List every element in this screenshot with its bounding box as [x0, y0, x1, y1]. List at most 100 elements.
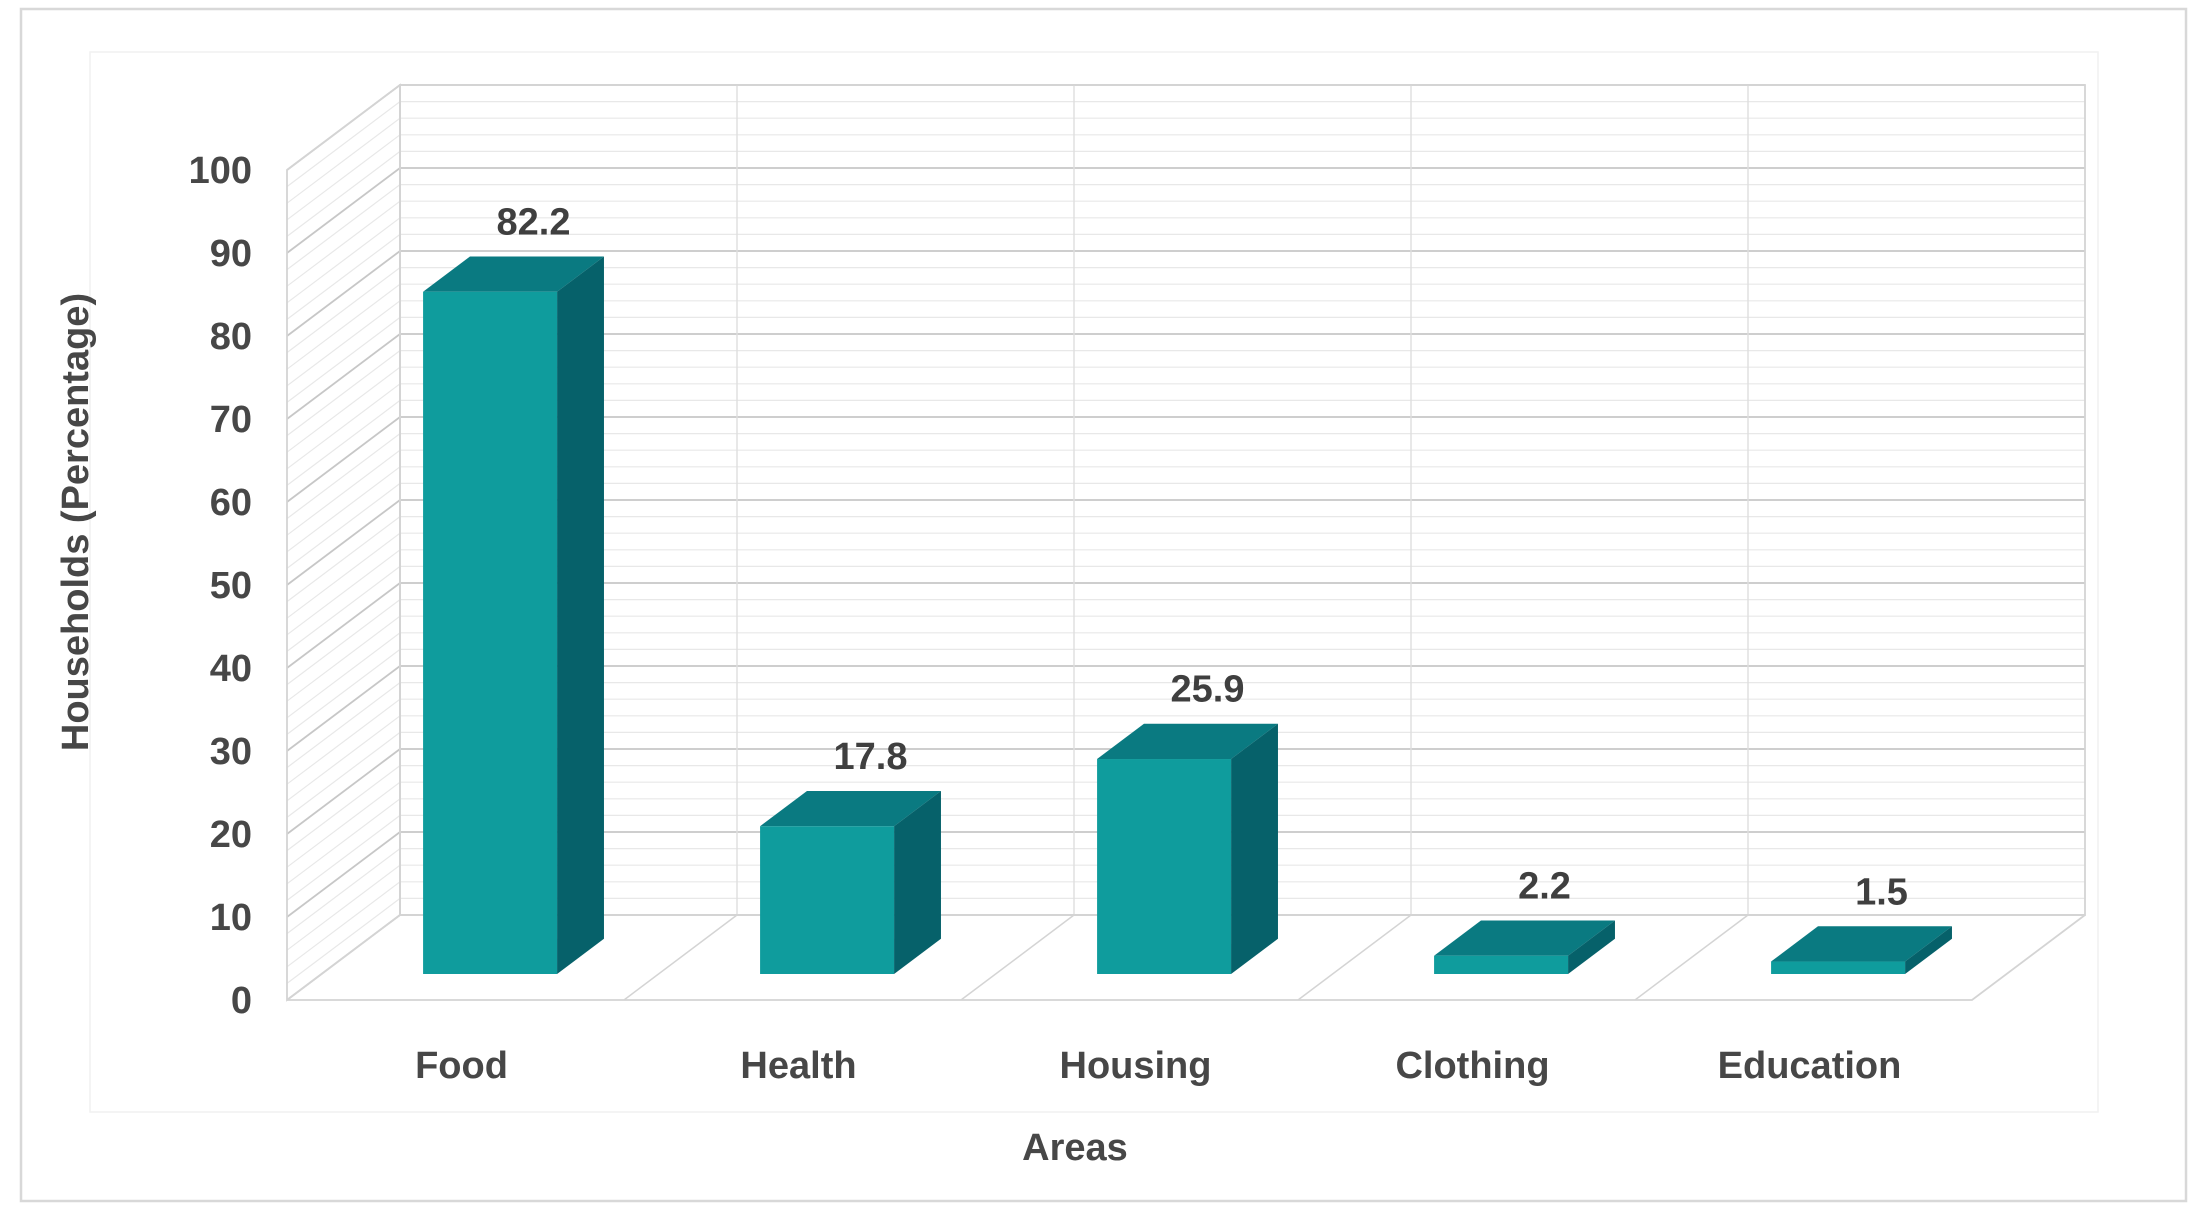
y-tick-80: 80 [210, 316, 252, 358]
bar-side-face [557, 256, 604, 974]
category-label-education: Education [1718, 1045, 1902, 1087]
bar-top-face [1771, 926, 1952, 962]
major-gridline-wall [286, 167, 401, 254]
minor-gridline-wall [286, 184, 401, 271]
bar-front-face [1434, 955, 1569, 974]
floor-separator [1297, 914, 1412, 1001]
bar-health[interactable] [760, 790, 941, 974]
minor-gridline-wall [286, 698, 401, 785]
minor-gridline-wall [286, 383, 401, 470]
minor-gridline-wall [286, 682, 401, 769]
data-label-health: 17.8 [834, 736, 908, 778]
y-axis-title: Households (Percentage) [55, 293, 97, 751]
y-tick-70: 70 [210, 399, 252, 441]
major-gridline-wall [286, 499, 401, 586]
minor-gridline-wall [286, 316, 401, 403]
category-label-health: Health [740, 1045, 856, 1087]
bar-side-face [1231, 723, 1278, 974]
y-tick-40: 40 [210, 648, 252, 690]
y-tick-100: 100 [189, 150, 252, 192]
minor-gridline-wall [286, 881, 401, 968]
minor-gridline-wall [286, 433, 401, 520]
bar-side-face [894, 790, 941, 974]
y-tick-30: 30 [210, 731, 252, 773]
minor-gridline-wall [286, 150, 401, 237]
minor-gridline-wall [286, 449, 401, 536]
floor-edge [287, 914, 2086, 1001]
minor-gridline-wall [286, 848, 401, 935]
minor-gridline-wall [286, 798, 401, 885]
minor-gridline-wall [286, 300, 401, 387]
minor-gridline-wall [286, 765, 401, 852]
floor-separator [1634, 914, 1749, 1001]
minor-gridline-wall [286, 117, 401, 204]
data-label-education: 1.5 [1855, 871, 1908, 913]
minor-gridline-wall [286, 267, 401, 354]
x-axis-title: Areas [1022, 1127, 1128, 1169]
minor-gridline-wall [286, 516, 401, 603]
bar-food[interactable] [423, 256, 604, 974]
major-gridline-wall [286, 250, 401, 337]
floor-separator [623, 914, 738, 1001]
minor-gridline-wall [286, 399, 401, 486]
category-label-food: Food [415, 1045, 508, 1087]
minor-gridline-wall [286, 233, 401, 320]
bar-top-face [1434, 920, 1615, 956]
plot-area-border [89, 51, 2099, 1113]
minor-gridline-wall [286, 715, 401, 802]
bar-top-face [1097, 723, 1278, 760]
major-gridline-wall [286, 416, 401, 503]
minor-gridline-wall [286, 366, 401, 453]
minor-gridline-wall [286, 648, 401, 735]
minor-gridline-wall [286, 350, 401, 437]
bar-series[interactable] [423, 256, 1952, 974]
y-tick-20: 20 [210, 814, 252, 856]
bar-front-face [1771, 961, 1906, 974]
data-label-food: 82.2 [497, 201, 571, 243]
minor-gridline-wall [286, 814, 401, 901]
y-tick-60: 60 [210, 482, 252, 524]
x-axis-category-labels: Food Health Housing Clothing Education [415, 1045, 1901, 1087]
bar-front-face [760, 826, 895, 974]
y-axis-tick-labels: 0 10 20 30 40 50 60 70 80 90 100 [189, 150, 252, 1022]
bar-clothing[interactable] [1434, 920, 1615, 974]
minor-gridline-wall [286, 615, 401, 702]
bar-top-face [760, 790, 941, 827]
floor-separator [960, 914, 1075, 1001]
bar-housing[interactable] [1097, 723, 1278, 974]
minor-gridline-wall [286, 134, 401, 221]
category-label-clothing: Clothing [1395, 1045, 1549, 1087]
bar-education[interactable] [1771, 926, 1952, 974]
minor-gridline-wall [286, 864, 401, 951]
minor-gridline-wall [286, 781, 401, 868]
bar-side-face [1568, 920, 1615, 974]
minor-gridline-wall [286, 101, 401, 188]
minor-gridline-wall [286, 283, 401, 370]
data-label-housing: 25.9 [1171, 669, 1245, 711]
minor-gridline-wall [286, 466, 401, 553]
major-gridline-wall [286, 748, 401, 835]
minor-gridline-wall [286, 200, 401, 287]
bar-front-face [423, 291, 558, 974]
minor-gridline-wall [286, 549, 401, 636]
minor-gridline-wall [286, 482, 401, 569]
bar-side-face [1905, 926, 1952, 974]
minor-gridline-wall [286, 632, 401, 719]
bar-front-face [1097, 759, 1232, 974]
data-label-clothing: 2.2 [1518, 865, 1571, 907]
y-tick-0: 0 [231, 980, 252, 1022]
major-gridline-wall [286, 582, 401, 669]
data-labels: 82.2 17.8 25.9 2.2 1.5 [497, 201, 1908, 913]
y-tick-90: 90 [210, 233, 252, 275]
minor-gridline-wall [286, 532, 401, 619]
minor-gridline-wall [286, 897, 401, 984]
bar-top-face [423, 256, 604, 292]
y-tick-10: 10 [210, 897, 252, 939]
minor-gridline-wall [286, 565, 401, 652]
minor-gridline-wall [286, 217, 401, 304]
category-label-housing: Housing [1060, 1045, 1212, 1087]
y-tick-50: 50 [210, 565, 252, 607]
major-gridline-wall [286, 333, 401, 420]
